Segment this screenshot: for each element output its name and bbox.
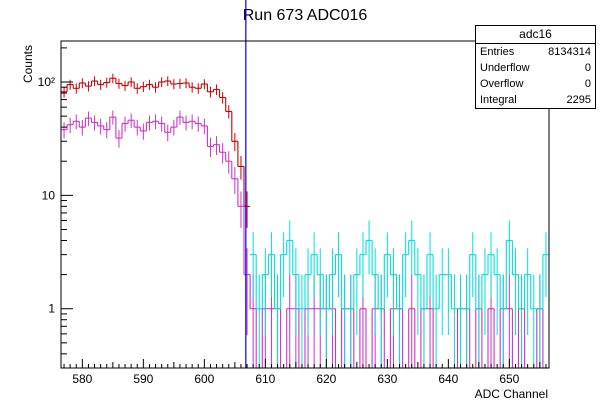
stats-value: 8134314 [548, 46, 591, 58]
axes: 580 590 600 610 620 630 640 650 1 10 10² [38, 40, 550, 386]
x-tick-label: 650 [499, 372, 519, 386]
x-tick-label: 600 [194, 372, 214, 386]
plot-frame [60, 40, 550, 369]
chart-title: Run 673 ADC016 [243, 7, 368, 24]
stats-title: adc16 [476, 26, 595, 44]
y-axis-label: Counts [21, 45, 35, 83]
y-tick-label: 10² [38, 75, 55, 89]
stats-label: Entries [480, 46, 515, 58]
series-0 [61, 73, 251, 228]
x-axis-label: ADC Channel [475, 387, 548, 401]
series-1 [61, 110, 549, 369]
y-tick-label: 1 [48, 302, 55, 316]
x-tick-label: 620 [316, 372, 336, 386]
x-tick-label: 590 [133, 372, 153, 386]
stats-row-integral: Integral 2295 [476, 92, 595, 108]
stats-label: Integral [480, 94, 517, 106]
stats-value: 2295 [566, 94, 591, 106]
x-tick-label: 580 [72, 372, 92, 386]
stats-value: 0 [584, 62, 591, 74]
stats-label: Overflow [480, 78, 524, 90]
stats-row-entries: Entries 8134314 [476, 44, 595, 60]
stats-row-overflow: Overflow 0 [476, 76, 595, 92]
x-tick-label: 630 [377, 372, 397, 386]
series-2 [250, 220, 549, 368]
x-tick-label: 610 [255, 372, 275, 386]
stats-label: Underflow [480, 62, 530, 74]
stats-box: adc16 Entries 8134314 Underflow 0 Overfl… [475, 25, 596, 109]
stats-row-underflow: Underflow 0 [476, 60, 595, 76]
x-tick-label: 640 [438, 372, 458, 386]
stats-value: 0 [584, 78, 591, 90]
y-tick-label: 10 [42, 188, 56, 202]
